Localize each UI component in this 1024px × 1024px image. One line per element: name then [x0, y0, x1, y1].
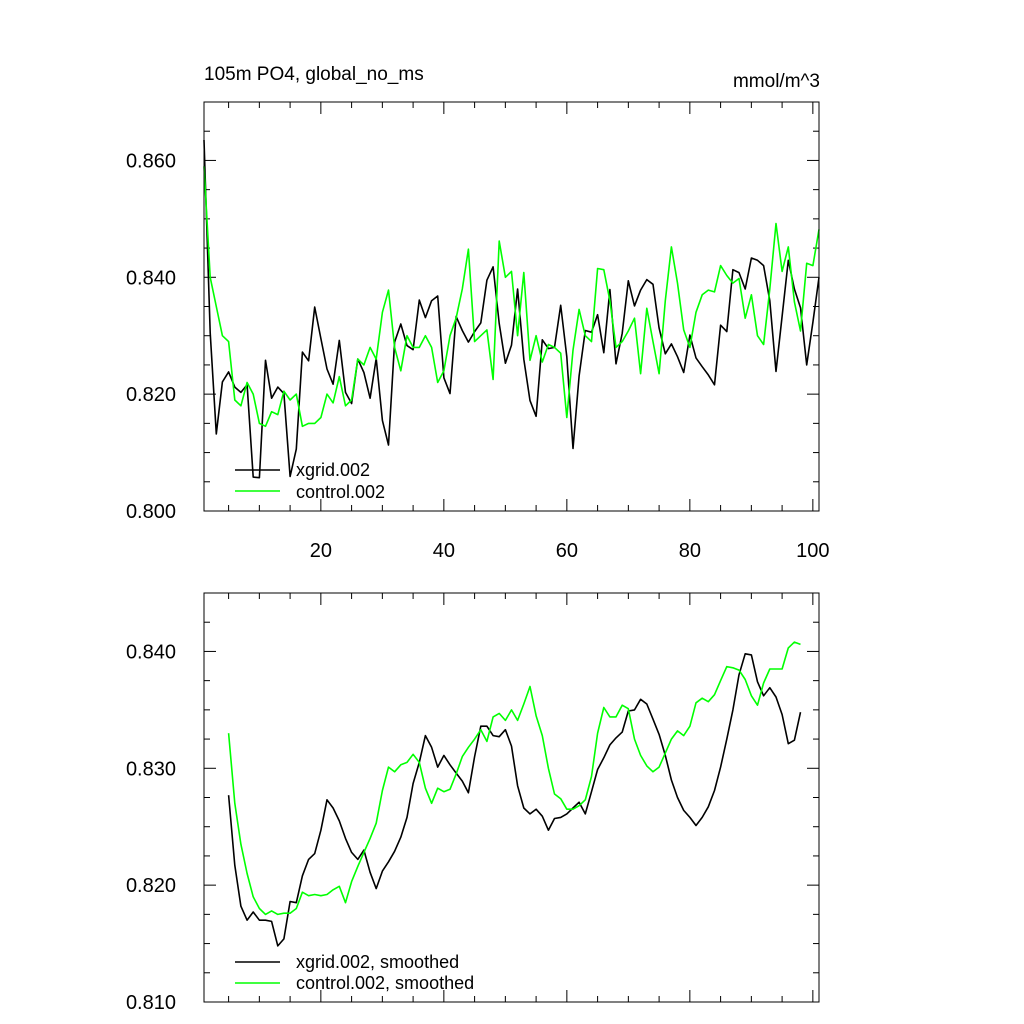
legend-label-control-smoothed: control.002, smoothed — [296, 973, 474, 993]
y-tick-label: 0.830 — [126, 758, 176, 780]
y-tick-label: 0.800 — [126, 501, 176, 523]
legend-label-control: control.002 — [296, 482, 385, 502]
y-tick-label: 0.840 — [126, 267, 176, 289]
y-tick-label: 0.840 — [126, 641, 176, 663]
x-tick-label: 40 — [433, 540, 455, 562]
x-tick-label: 60 — [556, 540, 578, 562]
top-plot: 105m PO4, global_no_ms mmol/m^3 20 40 60 80… — [126, 64, 830, 562]
units-label: mmol/m^3 — [733, 71, 820, 92]
x-tick-label: 100 — [796, 540, 829, 562]
legend-label-xgrid: xgrid.002 — [296, 460, 370, 480]
plot-title: 105m PO4, global_no_ms — [204, 64, 424, 85]
bottom-plot: 0.810 0.820 0.830 0.840 xgrid.002, smoothed… — [126, 592, 820, 1014]
plot-frame — [203, 101, 820, 512]
top-legend: xgrid.002 control.002 — [235, 460, 385, 502]
y-tick-label: 0.820 — [126, 875, 176, 897]
y-tick-label: 0.820 — [126, 384, 176, 406]
series-line-xgrid — [227, 652, 802, 947]
y-tick-label: 0.810 — [126, 992, 176, 1014]
x-tick-label: 20 — [310, 540, 332, 562]
series-line-control — [227, 641, 801, 916]
y-tick-label: 0.860 — [126, 150, 176, 172]
bottom-legend: xgrid.002, smoothed control.002, smoothe… — [235, 952, 474, 993]
series-line-xgrid — [203, 139, 820, 479]
series-line-control — [203, 166, 820, 428]
x-tick-label: 80 — [679, 540, 701, 562]
plot-frame — [203, 592, 820, 1003]
legend-label-xgrid-smoothed: xgrid.002, smoothed — [296, 952, 459, 972]
